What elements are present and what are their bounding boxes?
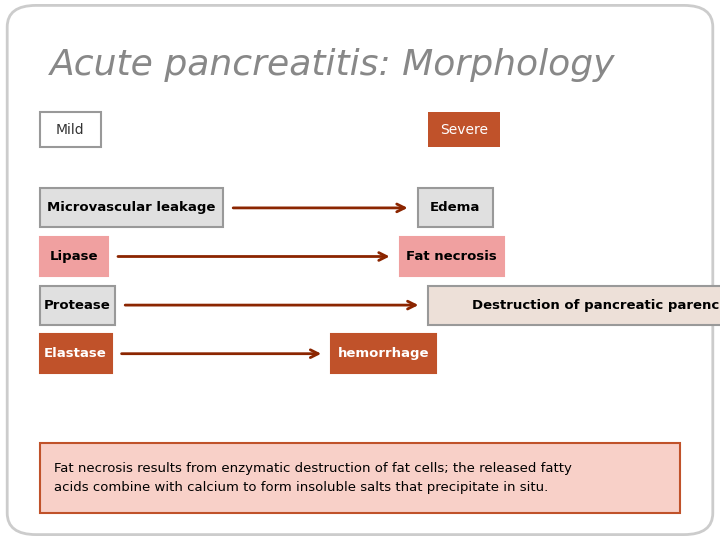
Text: Destruction of pancreatic parenchyma: Destruction of pancreatic parenchyma	[472, 299, 720, 312]
FancyBboxPatch shape	[428, 112, 500, 147]
FancyBboxPatch shape	[400, 237, 504, 276]
FancyBboxPatch shape	[40, 443, 680, 513]
Text: Elastase: Elastase	[44, 347, 107, 360]
Text: hemorrhage: hemorrhage	[338, 347, 429, 360]
Text: Edema: Edema	[431, 201, 480, 214]
FancyBboxPatch shape	[40, 112, 101, 147]
Text: Lipase: Lipase	[50, 250, 98, 263]
FancyBboxPatch shape	[40, 286, 115, 325]
FancyBboxPatch shape	[40, 237, 108, 276]
FancyBboxPatch shape	[428, 286, 720, 325]
FancyBboxPatch shape	[40, 334, 112, 373]
Text: Fat necrosis: Fat necrosis	[406, 250, 498, 263]
FancyBboxPatch shape	[418, 188, 493, 227]
Text: Mild: Mild	[56, 123, 84, 137]
Text: Microvascular leakage: Microvascular leakage	[48, 201, 215, 214]
Text: Severe: Severe	[441, 123, 488, 137]
FancyBboxPatch shape	[331, 334, 436, 373]
FancyBboxPatch shape	[7, 5, 713, 535]
Text: Protease: Protease	[44, 299, 111, 312]
Text: Fat necrosis results from enzymatic destruction of fat cells; the released fatty: Fat necrosis results from enzymatic dest…	[54, 462, 572, 494]
Text: Acute pancreatitis: Morphology: Acute pancreatitis: Morphology	[50, 48, 616, 82]
FancyBboxPatch shape	[40, 188, 223, 227]
